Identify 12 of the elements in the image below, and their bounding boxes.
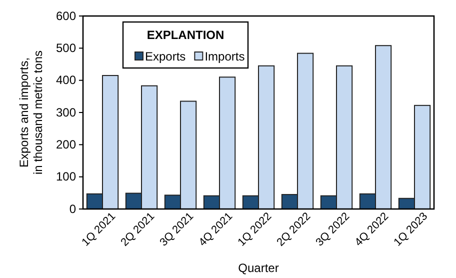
y-tick-label: 500: [56, 41, 76, 56]
legend-label: Imports: [204, 50, 245, 64]
legend-label: Exports: [145, 50, 186, 64]
y-axis-title: Exports and imports, in thousand metric tons: [17, 50, 45, 175]
x-axis-title: Quarter: [238, 261, 279, 275]
y-tick-label: 300: [56, 105, 76, 120]
y-tick-label: 0: [69, 202, 76, 216]
y-tick-label: 200: [56, 138, 76, 152]
y-tick-label: 400: [56, 73, 76, 88]
y-tick-label: 100: [56, 170, 76, 184]
y-tick-label: 600: [56, 8, 76, 23]
legend-title: EXPLANTION: [146, 28, 224, 42]
